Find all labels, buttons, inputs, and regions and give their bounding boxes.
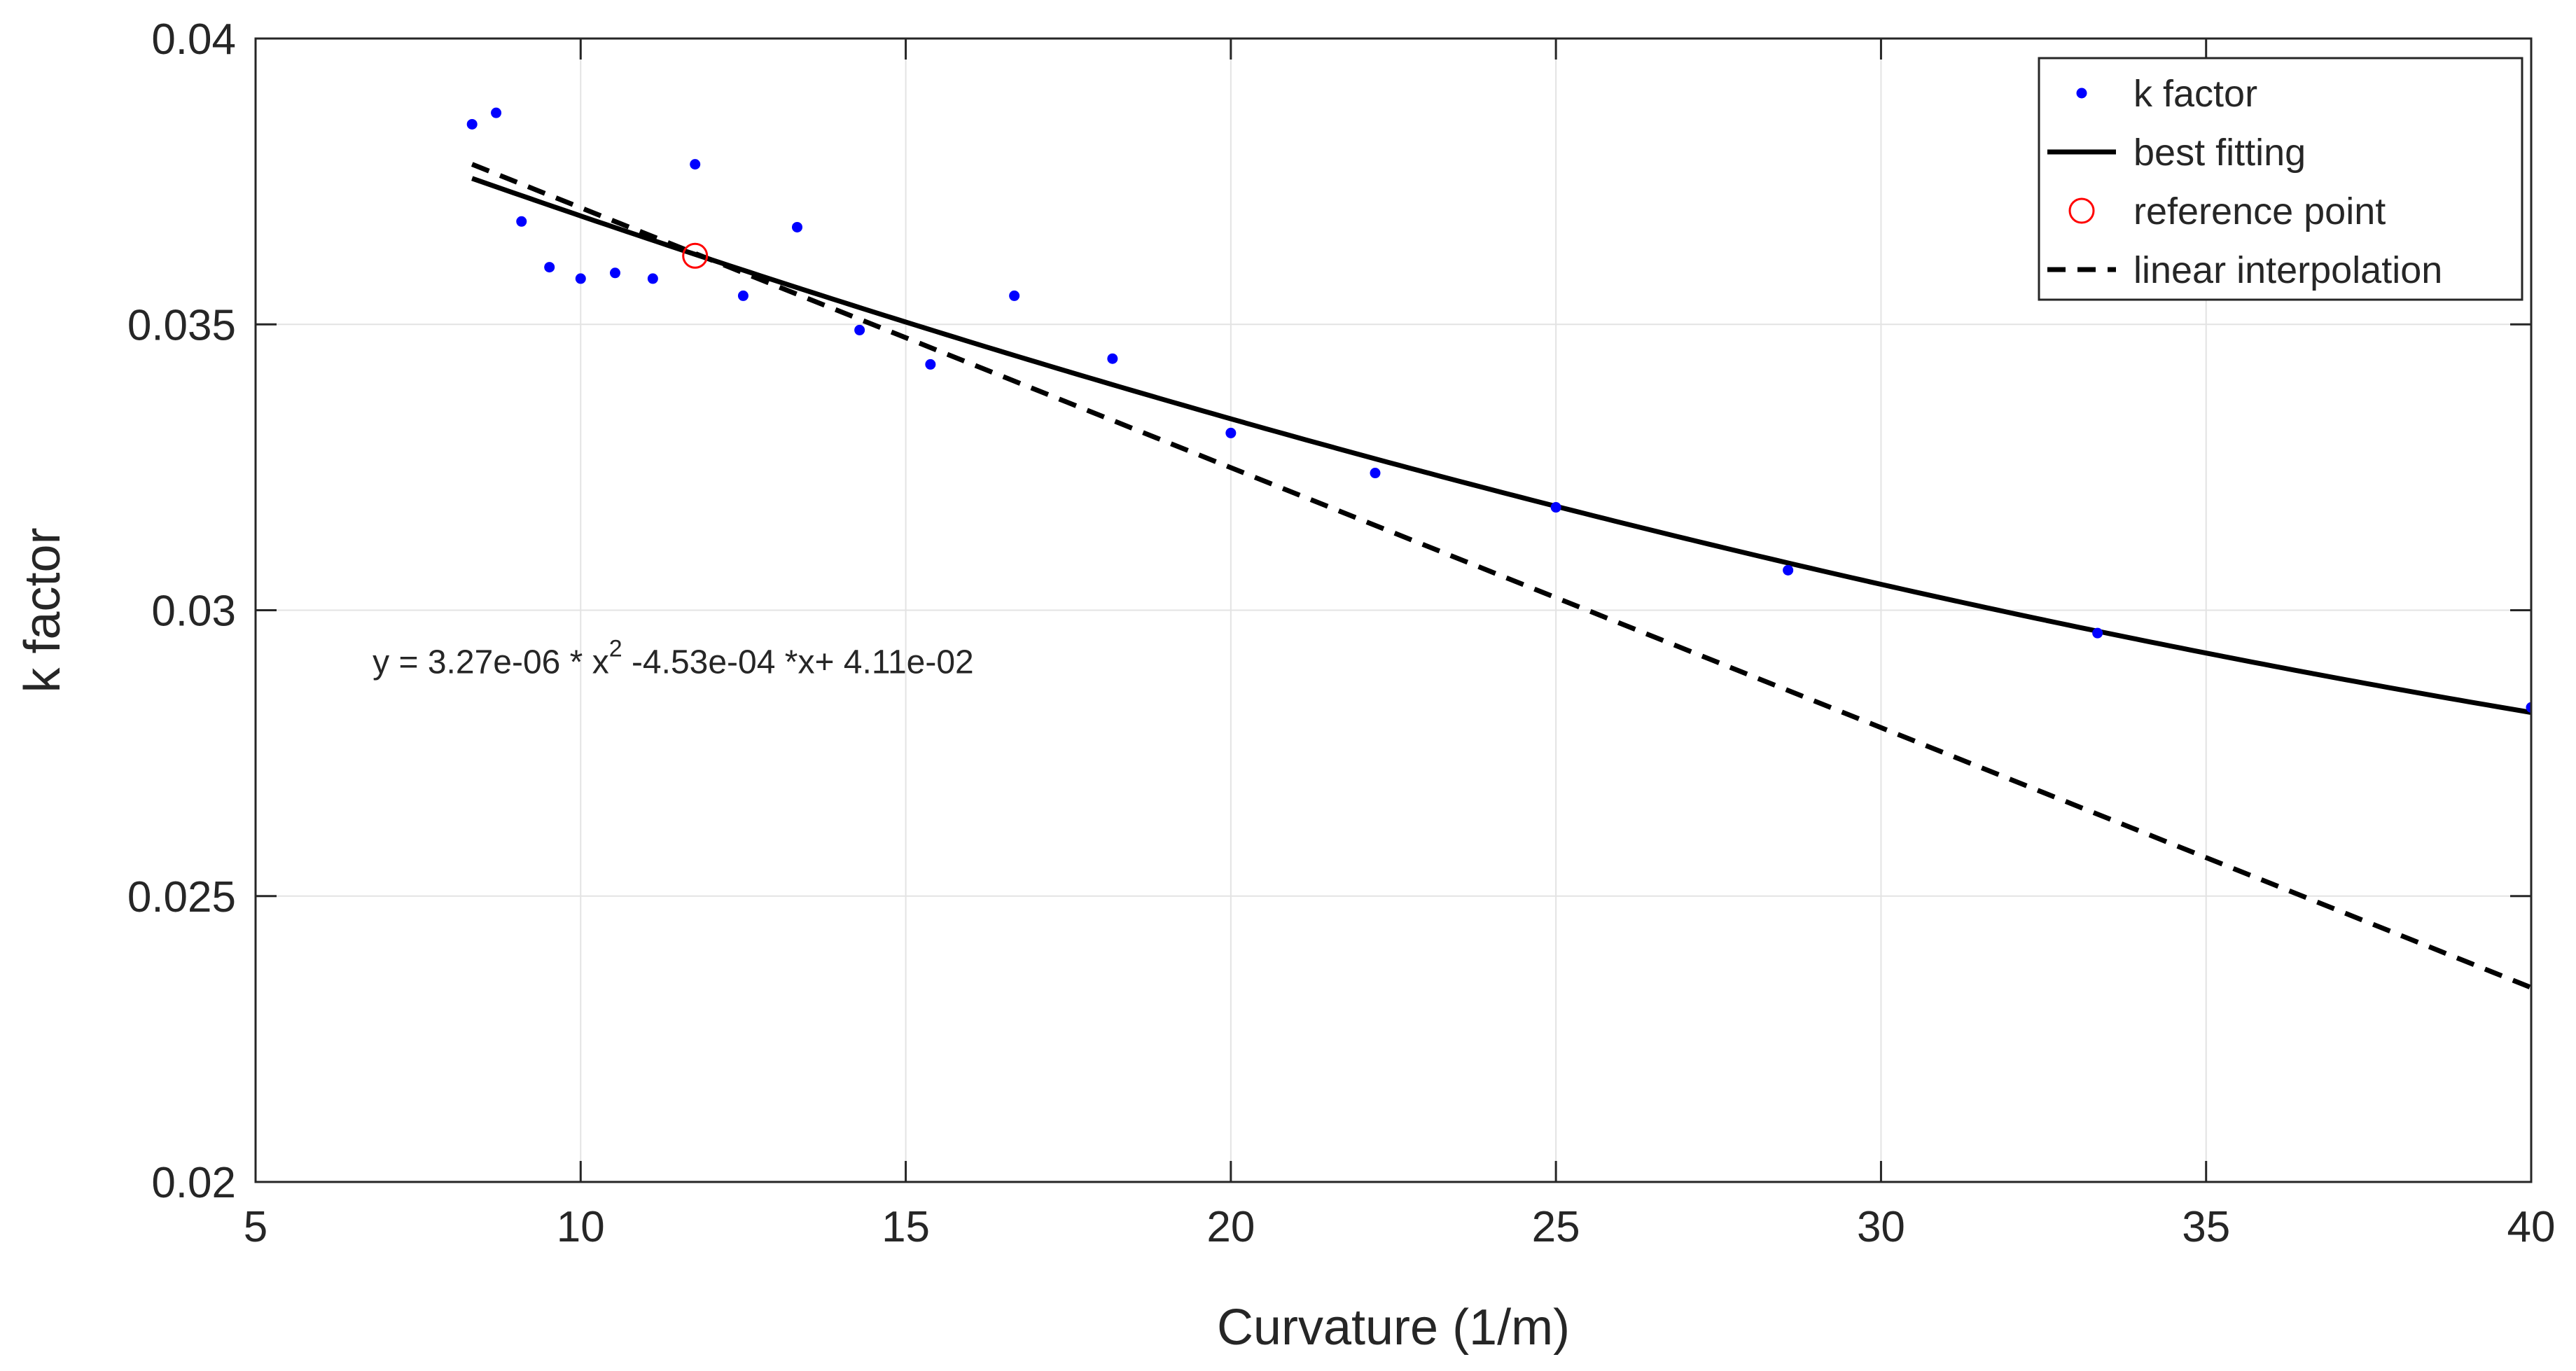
- x-tick-label: 20: [1206, 1203, 1255, 1251]
- x-tick-label: 40: [2507, 1203, 2556, 1251]
- equation-prefix: y = 3.27e-06 * x: [373, 643, 609, 681]
- axis-ticks: 5 10 15 20 25 30 35 40 0.02 0.025 0.03 0.035 0.04: [127, 15, 2556, 1251]
- k-factor-point: [1107, 353, 1118, 364]
- legend-label: reference point: [2133, 190, 2386, 232]
- fit-equation-annotation: y = 3.27e-06 * x2 -4.53e-04 *x+ 4.11e-02: [373, 635, 974, 681]
- legend-box: [2038, 57, 2523, 301]
- k-factor-point: [792, 221, 802, 232]
- k-factor-point: [1009, 290, 1020, 301]
- k-factor-point: [1783, 564, 1794, 576]
- equation-superscript: 2: [609, 635, 622, 662]
- k-factor-point: [575, 273, 586, 284]
- x-tick-label: 5: [244, 1203, 267, 1251]
- k-factor-point: [854, 324, 865, 335]
- legend-swatch-circle: [2068, 197, 2095, 224]
- legend-label: k factor: [2133, 73, 2257, 115]
- k-factor-point: [925, 359, 936, 370]
- x-tick-label: 10: [557, 1203, 605, 1251]
- y-tick-label: 0.035: [127, 301, 236, 349]
- x-tick-label: 25: [1532, 1203, 1580, 1251]
- legend-label: best fitting: [2133, 132, 2306, 174]
- linear-interpolation-line: [471, 162, 2531, 990]
- k-factor-point: [516, 216, 527, 227]
- k-factor-point: [2526, 702, 2531, 713]
- plot-area: [466, 107, 2531, 990]
- k-factor-point: [610, 267, 620, 279]
- k-factor-point: [2092, 627, 2103, 639]
- k-factor-point: [1225, 427, 1237, 438]
- k-factor-point: [647, 273, 658, 284]
- x-axis-title: Curvature (1/m): [1217, 1300, 1570, 1356]
- k-factor-point: [544, 262, 555, 273]
- legend-item: best fitting: [2047, 132, 2306, 174]
- k-factor-point: [1370, 468, 1381, 479]
- legend: k factor best fitting reference point linea…: [2038, 57, 2523, 301]
- y-tick-label: 0.03: [151, 587, 236, 636]
- k-factor-point: [737, 290, 749, 301]
- x-tick-label: 30: [1857, 1203, 1905, 1251]
- best-fitting-curve: [471, 176, 2531, 715]
- equation-suffix: -4.53e-04 *x+ 4.11e-02: [622, 643, 974, 681]
- y-tick-label: 0.04: [151, 15, 236, 64]
- y-tick-label: 0.02: [151, 1159, 236, 1207]
- x-tick-label: 15: [882, 1203, 930, 1251]
- k-factor-point: [491, 107, 502, 118]
- k-factor-point: [466, 118, 478, 130]
- y-tick-label: 0.025: [127, 873, 236, 921]
- k-factor-point: [1550, 502, 1561, 513]
- x-tick-label: 35: [2182, 1203, 2230, 1251]
- y-axis-title: k factor: [15, 527, 71, 693]
- legend-item: linear interpolation: [2047, 249, 2442, 291]
- reference-point-marker: [682, 242, 709, 269]
- k-factor-point: [690, 159, 701, 170]
- legend-label: linear interpolation: [2133, 249, 2442, 291]
- legend-item: k factor: [2076, 73, 2257, 115]
- legend-swatch-dot: [2076, 88, 2087, 99]
- legend-item: reference point: [2068, 190, 2386, 232]
